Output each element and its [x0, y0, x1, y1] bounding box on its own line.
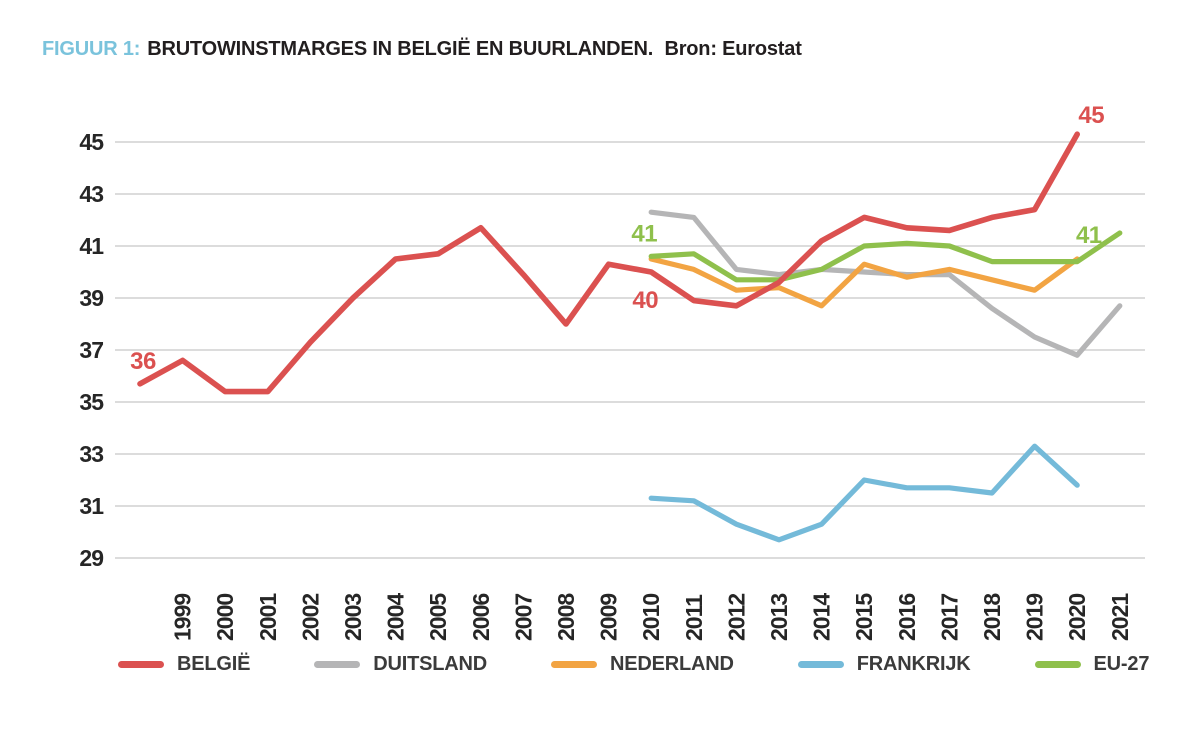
x-tick-label: 2017	[936, 594, 962, 641]
annotation-41-4: 41	[1076, 222, 1102, 249]
x-tick-label: 2009	[596, 594, 622, 641]
figure-title: FIGUUR 1: BRUTOWINSTMARGES IN BELGIË EN B…	[42, 38, 802, 61]
series-line-frankrijk	[648, 443, 1080, 543]
y-tick-label: 45	[79, 129, 104, 155]
annotation-40-1: 40	[632, 287, 658, 314]
x-tick-label: 2018	[979, 593, 1005, 641]
series-line-nederland	[648, 256, 1080, 309]
x-tick-label: 2007	[510, 594, 536, 641]
legend-item-nederland: NEDERLAND	[551, 653, 734, 676]
annotation-41-2: 41	[631, 220, 657, 247]
legend-swatch-belgie	[118, 661, 164, 668]
x-tick-label: 2021	[1107, 593, 1133, 641]
x-tick-label: 2014	[809, 593, 835, 641]
x-tick-label: 2015	[851, 593, 877, 641]
x-tick-label: 2003	[340, 594, 366, 641]
x-tick-label: 2005	[425, 593, 451, 641]
chart-legend: BELGIË DUITSLAND NEDERLAND FRANKRIJK EU-…	[118, 653, 1149, 676]
series-line-belgi	[137, 131, 1080, 395]
x-tick-label: 2016	[894, 594, 920, 641]
series-lines	[137, 131, 1123, 543]
gridlines	[115, 141, 1145, 559]
y-tick-label: 41	[79, 233, 104, 259]
x-tick-label: 2000	[212, 594, 238, 641]
y-tick-label: 37	[79, 337, 103, 363]
y-tick-label: 33	[79, 441, 103, 467]
annotation-36-0: 36	[130, 348, 156, 375]
y-tick-label: 39	[79, 285, 103, 311]
x-tick-label: 2010	[638, 594, 664, 641]
figure-label: FIGUUR 1:	[42, 38, 141, 60]
legend-label-duitsland: DUITSLAND	[373, 653, 488, 675]
y-tick-label: 35	[79, 389, 104, 415]
figure-source: Bron: Eurostat	[664, 38, 802, 60]
y-tick-label: 43	[79, 181, 103, 207]
x-tick-label: 2001	[255, 593, 281, 641]
y-axis-labels: 29 31 33 35 37 39 41 43 45	[79, 129, 105, 571]
x-axis-labels: 1999 2000 2001 2002 2003 2004 2005 2006 2007 2008…	[170, 593, 1133, 641]
legend-label-belgie: BELGIË	[177, 653, 251, 675]
x-tick-label: 2012	[723, 594, 749, 641]
x-tick-label: 2008	[553, 593, 579, 641]
annotation-45-3: 45	[1078, 102, 1104, 129]
figure-title-text: BRUTOWINSTMARGES IN BELGIË EN BUURLANDEN…	[147, 38, 654, 60]
x-tick-label: 2004	[383, 593, 409, 641]
legend-swatch-nederland	[551, 661, 598, 668]
x-tick-label: 2020	[1064, 594, 1090, 641]
legend-item-eu27: EU-27	[1034, 653, 1150, 676]
x-tick-label: 2006	[468, 594, 494, 641]
legend-item-duitsland: DUITSLAND	[314, 653, 487, 676]
x-tick-label: 2011	[681, 594, 707, 641]
legend-swatch-frankrijk	[797, 661, 844, 668]
x-tick-label: 2013	[766, 594, 792, 641]
y-tick-label: 31	[79, 493, 104, 519]
legend-item-frankrijk: FRANKRIJK	[797, 653, 971, 676]
y-tick-label: 29	[79, 545, 103, 571]
x-tick-label: 1999	[170, 594, 196, 641]
legend-swatch-duitsland	[314, 661, 361, 668]
legend-swatch-eu27	[1034, 661, 1081, 668]
series-line-eu27	[648, 230, 1123, 283]
x-tick-label: 2002	[297, 594, 323, 641]
legend-label-nederland: NEDERLAND	[610, 653, 734, 675]
legend-label-frankrijk: FRANKRIJK	[856, 653, 971, 675]
legend-label-eu27: EU-27	[1093, 653, 1150, 675]
x-tick-label: 2019	[1022, 594, 1048, 641]
annotations: 36 40 41 45 41	[130, 102, 1105, 375]
legend-item-belgie: BELGIË	[118, 653, 250, 676]
